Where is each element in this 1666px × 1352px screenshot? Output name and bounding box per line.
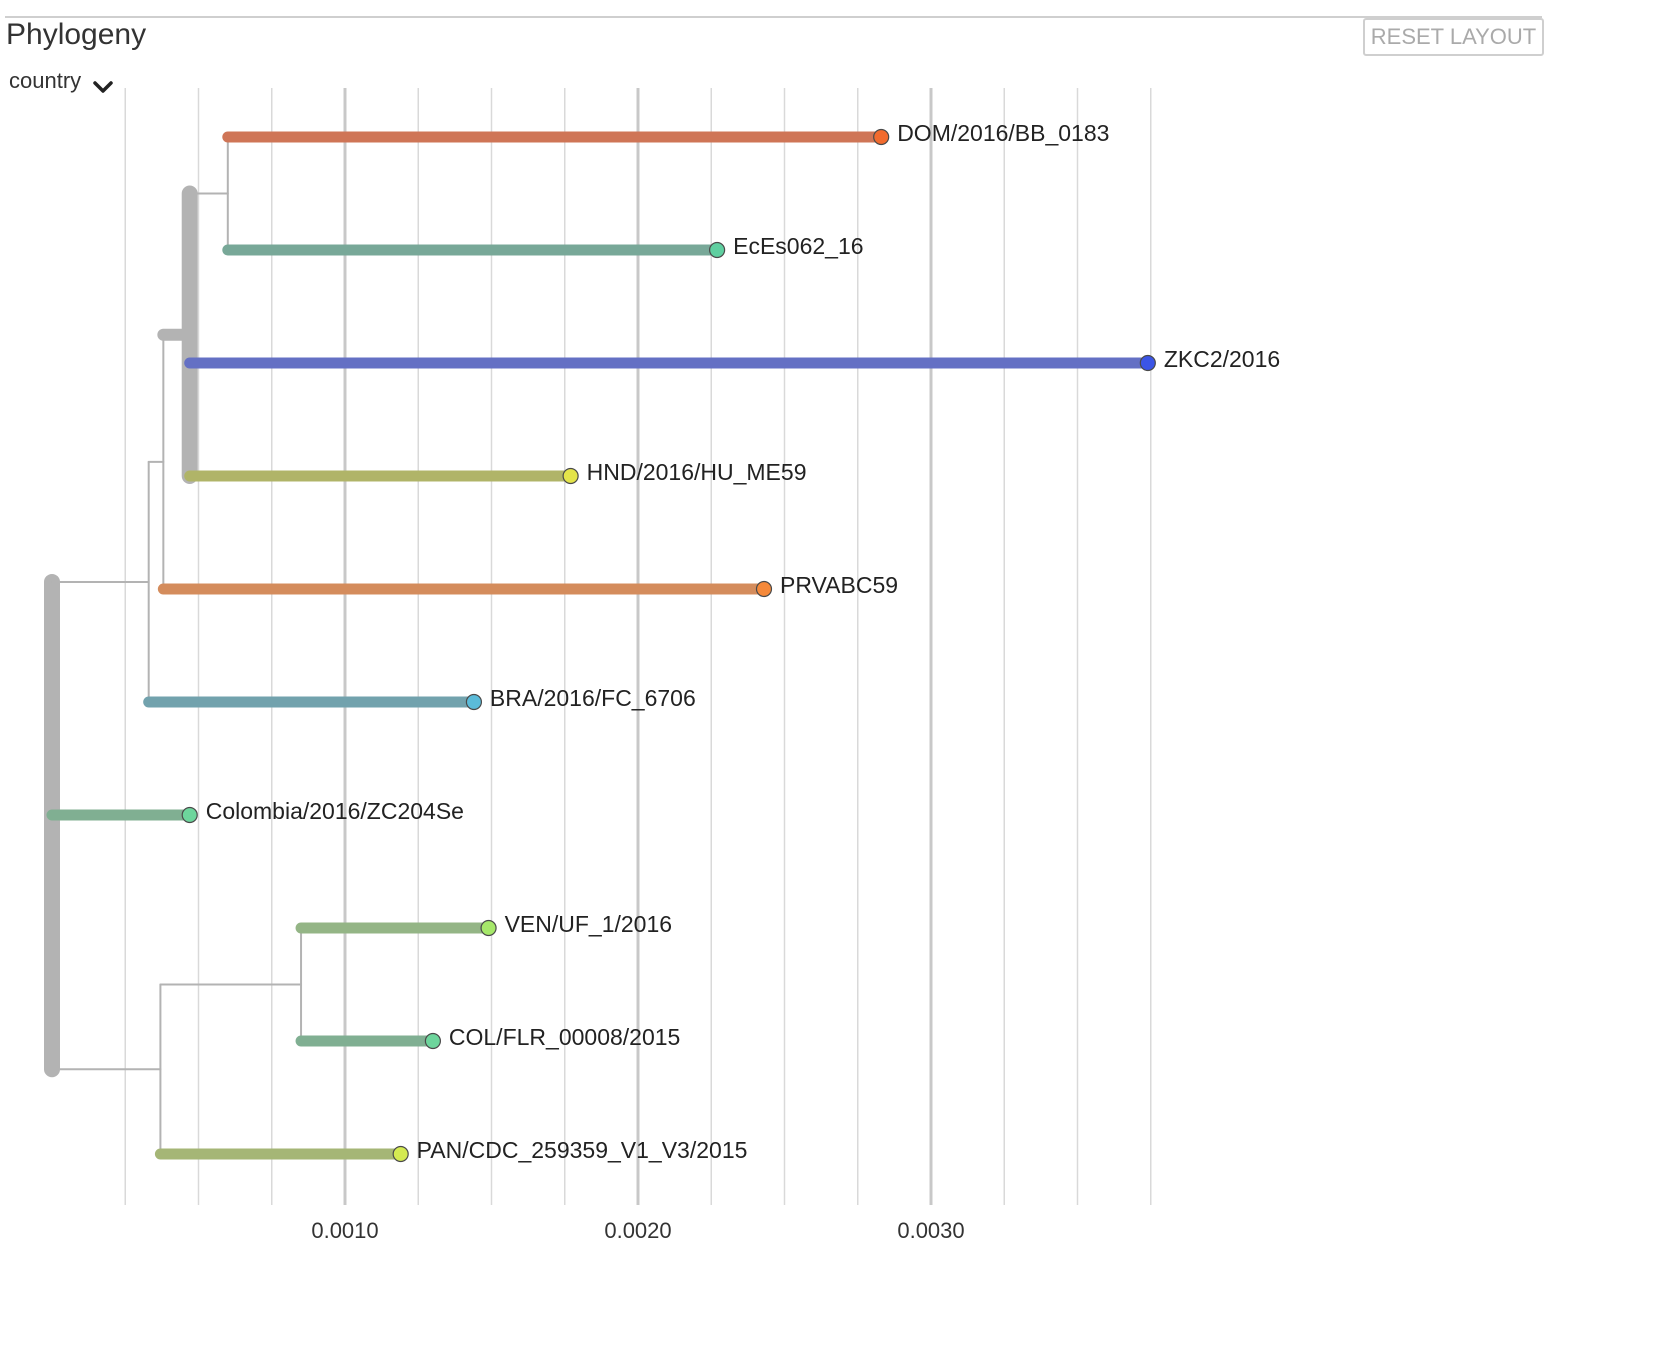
tip-label[interactable]: VEN/UF_1/2016	[505, 911, 672, 937]
color-by-select[interactable]: country	[9, 68, 113, 94]
header-divider	[5, 16, 1542, 18]
tip-label[interactable]: COL/FLR_00008/2015	[449, 1024, 680, 1050]
tip-label[interactable]: PRVABC59	[780, 572, 898, 598]
tip-label[interactable]: HND/2016/HU_ME59	[587, 459, 807, 485]
panel-title: Phylogeny	[6, 18, 147, 51]
tip-node[interactable]	[181, 806, 198, 824]
tip-node[interactable]	[424, 1032, 441, 1050]
tip-node[interactable]	[873, 128, 890, 146]
tip-node[interactable]	[755, 580, 773, 598]
tip-node[interactable]	[465, 693, 483, 711]
reset-layout-button[interactable]: RESET LAYOUT	[1363, 18, 1544, 56]
tip-node[interactable]	[392, 1145, 409, 1163]
tip-label[interactable]: BRA/2016/FC_6706	[490, 685, 696, 711]
tip-label[interactable]: Colombia/2016/ZC204Se	[206, 798, 464, 824]
tip-label[interactable]: DOM/2016/BB_0183	[897, 120, 1109, 146]
tip-label[interactable]: PAN/CDC_259359_V1_V3/2015	[417, 1137, 748, 1163]
tip-node[interactable]	[480, 919, 497, 937]
color-by-value: country	[9, 68, 82, 93]
tip-node[interactable]	[1139, 354, 1156, 372]
axis-tick-label: 0.0020	[604, 1218, 671, 1243]
axis-tick-label: 0.0010	[311, 1218, 378, 1243]
tip-node[interactable]	[709, 241, 726, 259]
axis-tick-label: 0.0030	[897, 1218, 964, 1243]
chevron-down-icon	[93, 74, 113, 93]
tip-node[interactable]	[562, 467, 579, 485]
tip-label[interactable]: ZKC2/2016	[1164, 346, 1280, 372]
tip-label[interactable]: EcEs062_16	[733, 233, 863, 259]
